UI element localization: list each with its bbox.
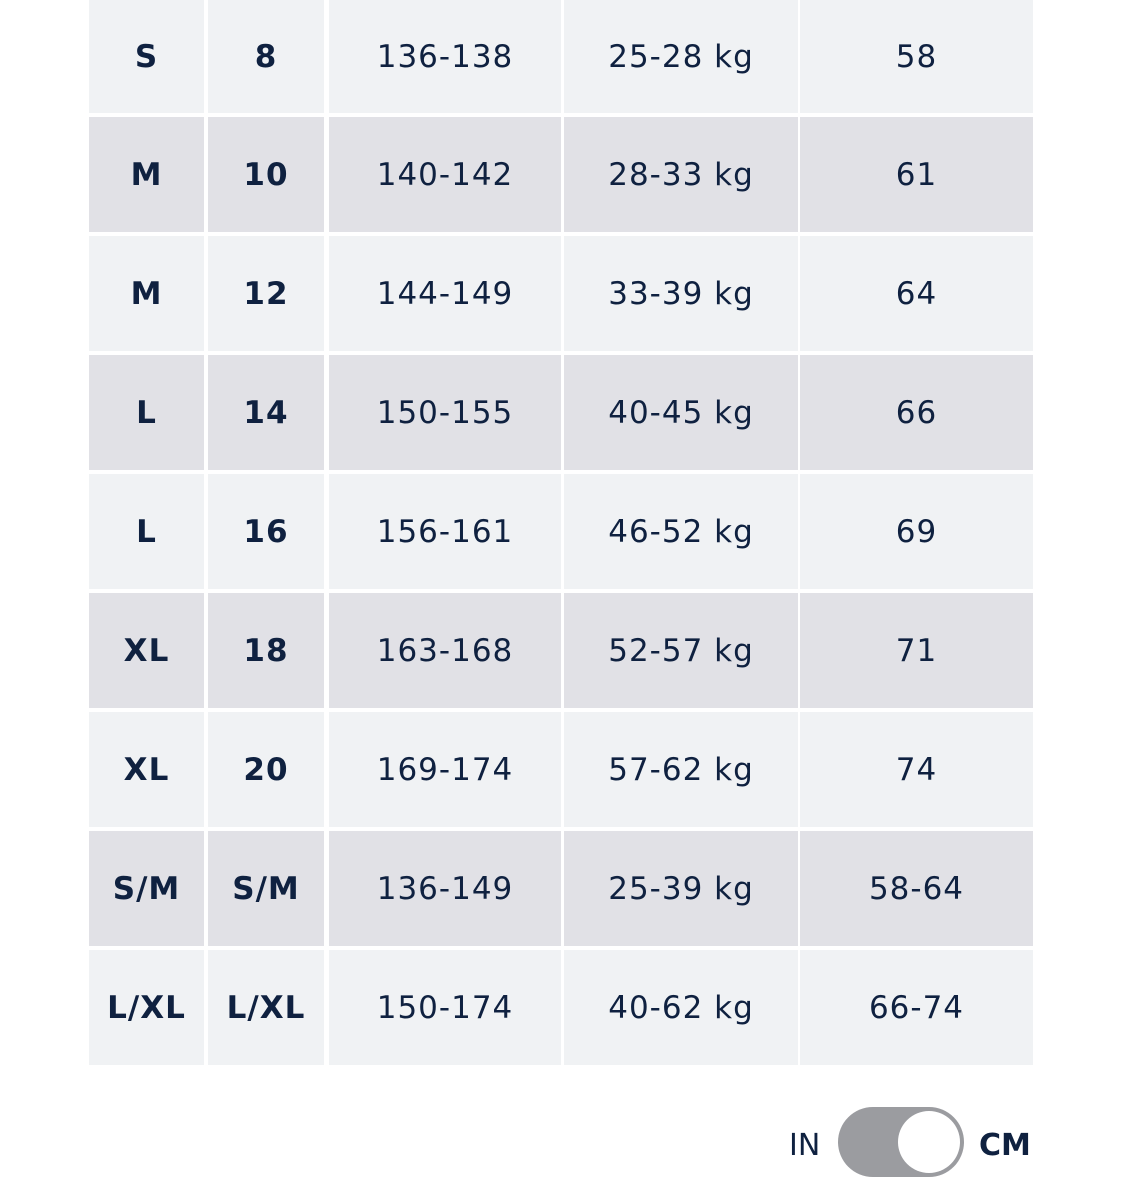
table-cell: S/M <box>89 831 204 946</box>
table-cell: 169-174 <box>329 712 561 827</box>
table-cell: 71 <box>800 593 1033 708</box>
table-cell: 52-57 kg <box>564 593 798 708</box>
toggle-left-label: IN <box>789 1128 821 1163</box>
table-cell: 57-62 kg <box>564 712 798 827</box>
table-cell: 16 <box>208 474 324 589</box>
table-cell: 58-64 <box>800 831 1033 946</box>
table-cell: 58 <box>800 0 1033 113</box>
toggle-right-label: CM <box>979 1128 1031 1163</box>
table-cell: 8 <box>208 0 324 113</box>
table-cell: L <box>89 355 204 470</box>
table-cell: 33-39 kg <box>564 236 798 351</box>
table-cell: L/XL <box>208 950 324 1065</box>
table-cell: L <box>89 474 204 589</box>
table-cell: 150-155 <box>329 355 561 470</box>
table-cell: 74 <box>800 712 1033 827</box>
toggle-knob <box>898 1111 960 1173</box>
table-cell: 25-39 kg <box>564 831 798 946</box>
table-cell: 20 <box>208 712 324 827</box>
table-cell: 12 <box>208 236 324 351</box>
table-cell: 40-62 kg <box>564 950 798 1065</box>
table-cell: 136-149 <box>329 831 561 946</box>
table-cell: 66 <box>800 355 1033 470</box>
table-cell: 46-52 kg <box>564 474 798 589</box>
table-cell: M <box>89 117 204 232</box>
table-cell: 156-161 <box>329 474 561 589</box>
table-cell: L/XL <box>89 950 204 1065</box>
table-cell: 136-138 <box>329 0 561 113</box>
table-cell: 14 <box>208 355 324 470</box>
table-cell: 163-168 <box>329 593 561 708</box>
table-cell: 28-33 kg <box>564 117 798 232</box>
table-cell: XL <box>89 712 204 827</box>
table-cell: 18 <box>208 593 324 708</box>
table-cell: 25-28 kg <box>564 0 798 113</box>
table-cell: M <box>89 236 204 351</box>
table-cell: S/M <box>208 831 324 946</box>
table-cell: 66-74 <box>800 950 1033 1065</box>
table-cell: S <box>89 0 204 113</box>
table-cell: 69 <box>800 474 1033 589</box>
table-cell: 150-174 <box>329 950 561 1065</box>
table-cell: 40-45 kg <box>564 355 798 470</box>
table-cell: 64 <box>800 236 1033 351</box>
unit-toggle[interactable] <box>838 1107 964 1177</box>
table-cell: 140-142 <box>329 117 561 232</box>
table-cell: 10 <box>208 117 324 232</box>
table-cell: 61 <box>800 117 1033 232</box>
table-cell: 144-149 <box>329 236 561 351</box>
table-cell: XL <box>89 593 204 708</box>
